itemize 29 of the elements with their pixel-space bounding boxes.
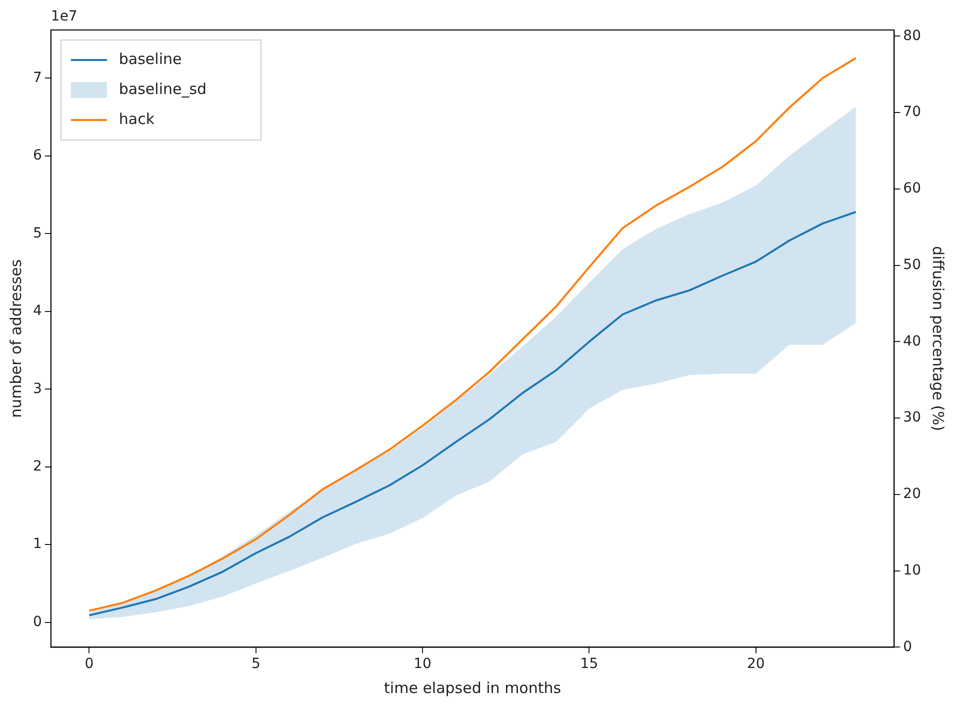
y-tick-label: 5	[32, 225, 42, 242]
x-axis-title: time elapsed in months	[384, 678, 562, 697]
legend-label: baseline_sd	[118, 80, 207, 98]
y2-tick-label: 40	[903, 333, 922, 350]
y2-tick-label: 10	[903, 562, 922, 578]
y2-tick-label: 0	[903, 638, 912, 655]
legend-label: baseline	[118, 50, 182, 68]
y-axis-title: number of addresses	[6, 259, 25, 418]
y2-axis-title: diffusion percentage (%)	[929, 246, 948, 432]
x-tick-label: 5	[251, 656, 260, 672]
y-tick-label: 2	[32, 458, 42, 474]
y-tick-label: 1	[32, 536, 42, 552]
text: 1e7	[50, 8, 78, 25]
y-tick-label: 0	[32, 614, 42, 630]
y2-tick-label: 50	[903, 256, 922, 273]
y2-tick-label: 60	[903, 180, 922, 197]
y-tick-label: 7	[32, 70, 42, 86]
x-tick-label: 20	[746, 656, 765, 672]
x-tick-label: 10	[414, 656, 432, 672]
y2-tick-label: 30	[903, 410, 922, 426]
x-tick-label: 0	[84, 656, 94, 672]
y-tick-label: 6	[32, 148, 42, 164]
y2-tick-label: 70	[903, 104, 922, 120]
legend-label: hack	[118, 110, 155, 128]
y-tick-label: 3	[32, 380, 42, 397]
y-tick-label: 4	[32, 303, 42, 320]
y2-tick-label: 80	[903, 28, 922, 44]
y2-tick-label: 20	[903, 486, 922, 502]
x-tick-label: 15	[580, 656, 598, 672]
